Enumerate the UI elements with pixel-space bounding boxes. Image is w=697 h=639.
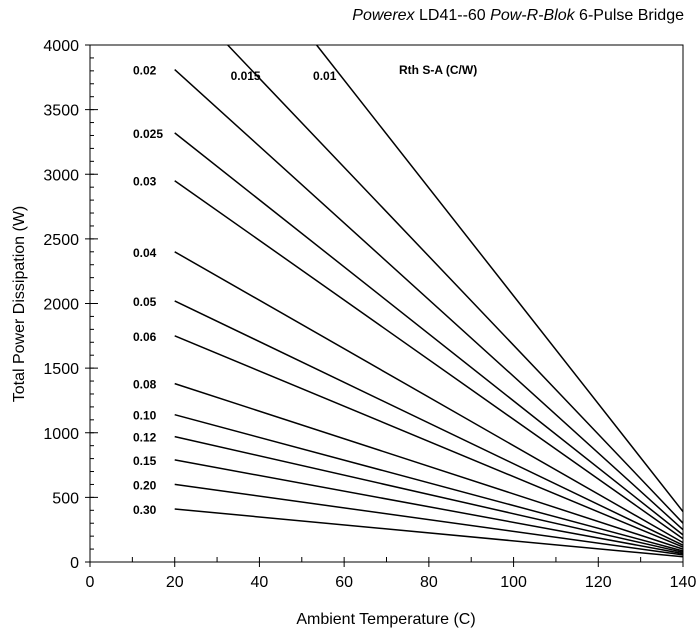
ticks-layer: 0 20 40 60 80 100 120 140 0 500 1000 1500 2000 2500 30…	[43, 38, 696, 591]
y-axis-title: Total Power Dissipation (W)	[11, 206, 28, 403]
series-line-0.12	[174, 435, 684, 554]
y-tick-label: 3000	[43, 167, 79, 184]
series-line-0.15	[174, 459, 684, 555]
x-tick-label: 40	[251, 574, 269, 591]
chart-title: Powerex LD41--60 Pow-R-Blok 6-Pulse Brid…	[352, 7, 684, 24]
labels-layer: 0.01 0.015 0.02 0.025 0.03 0.04 0.05 0.06 0.08 0.…	[133, 64, 337, 517]
series-label-0.10: 0.10	[133, 409, 157, 423]
title-part-1: LD41--60	[415, 7, 491, 24]
lines-layer	[174, 44, 684, 558]
series-label-0.20: 0.20	[133, 478, 157, 492]
series-label-0.01: 0.01	[313, 69, 337, 83]
series-label-0.06: 0.06	[133, 330, 157, 344]
y-tick-label: 3500	[43, 103, 79, 120]
series-label-0.015: 0.015	[231, 69, 261, 83]
y-tick-label: 4000	[43, 38, 79, 55]
title-part-0: Powerex	[352, 7, 415, 24]
y-tick-label: 1500	[43, 361, 79, 378]
series-line-0.08	[174, 382, 684, 550]
series-label-0.03: 0.03	[133, 175, 157, 189]
x-tick-label: 120	[585, 574, 612, 591]
series-line-0.20	[174, 483, 684, 556]
series-label-0.05: 0.05	[133, 295, 157, 309]
y-tick-label: 500	[52, 490, 79, 507]
series-label-0.02: 0.02	[133, 64, 157, 78]
x-tick-label: 20	[166, 574, 184, 591]
series-line-0.30	[174, 508, 684, 558]
y-tick-label: 0	[70, 555, 79, 572]
series-label-0.025: 0.025	[133, 127, 163, 141]
series-label-0.12: 0.12	[133, 431, 157, 445]
series-line-0.10	[174, 413, 684, 552]
series-label-0.30: 0.30	[133, 503, 157, 517]
series-label-0.04: 0.04	[133, 246, 157, 260]
x-tick-label: 60	[335, 574, 353, 591]
y-tick-label: 2500	[43, 232, 79, 249]
series-line-0.025	[174, 132, 684, 536]
y-tick-label: 1000	[43, 426, 79, 443]
x-tick-label: 140	[670, 574, 697, 591]
title-part-2: Pow-R-Blok	[490, 7, 575, 24]
x-tick-label: 80	[420, 574, 438, 591]
legend-title: Rth S-A (C/W)	[399, 63, 477, 77]
series-line-0.04	[174, 251, 684, 544]
x-tick-label: 100	[500, 574, 527, 591]
series-label-0.08: 0.08	[133, 378, 157, 392]
series-label-0.15: 0.15	[133, 454, 157, 468]
series-line-0.06	[174, 335, 684, 548]
series-line-0.03	[174, 180, 684, 540]
series-line-0.05	[174, 300, 684, 546]
series-line-0.01	[316, 44, 684, 513]
series-line-0.02	[174, 69, 684, 531]
title-part-3: 6-Pulse Bridge	[575, 7, 684, 24]
x-axis-title: Ambient Temperature (C)	[296, 611, 475, 628]
series-line-0.015	[227, 44, 684, 524]
y-tick-label: 2000	[43, 297, 79, 314]
x-tick-label: 0	[86, 574, 95, 591]
